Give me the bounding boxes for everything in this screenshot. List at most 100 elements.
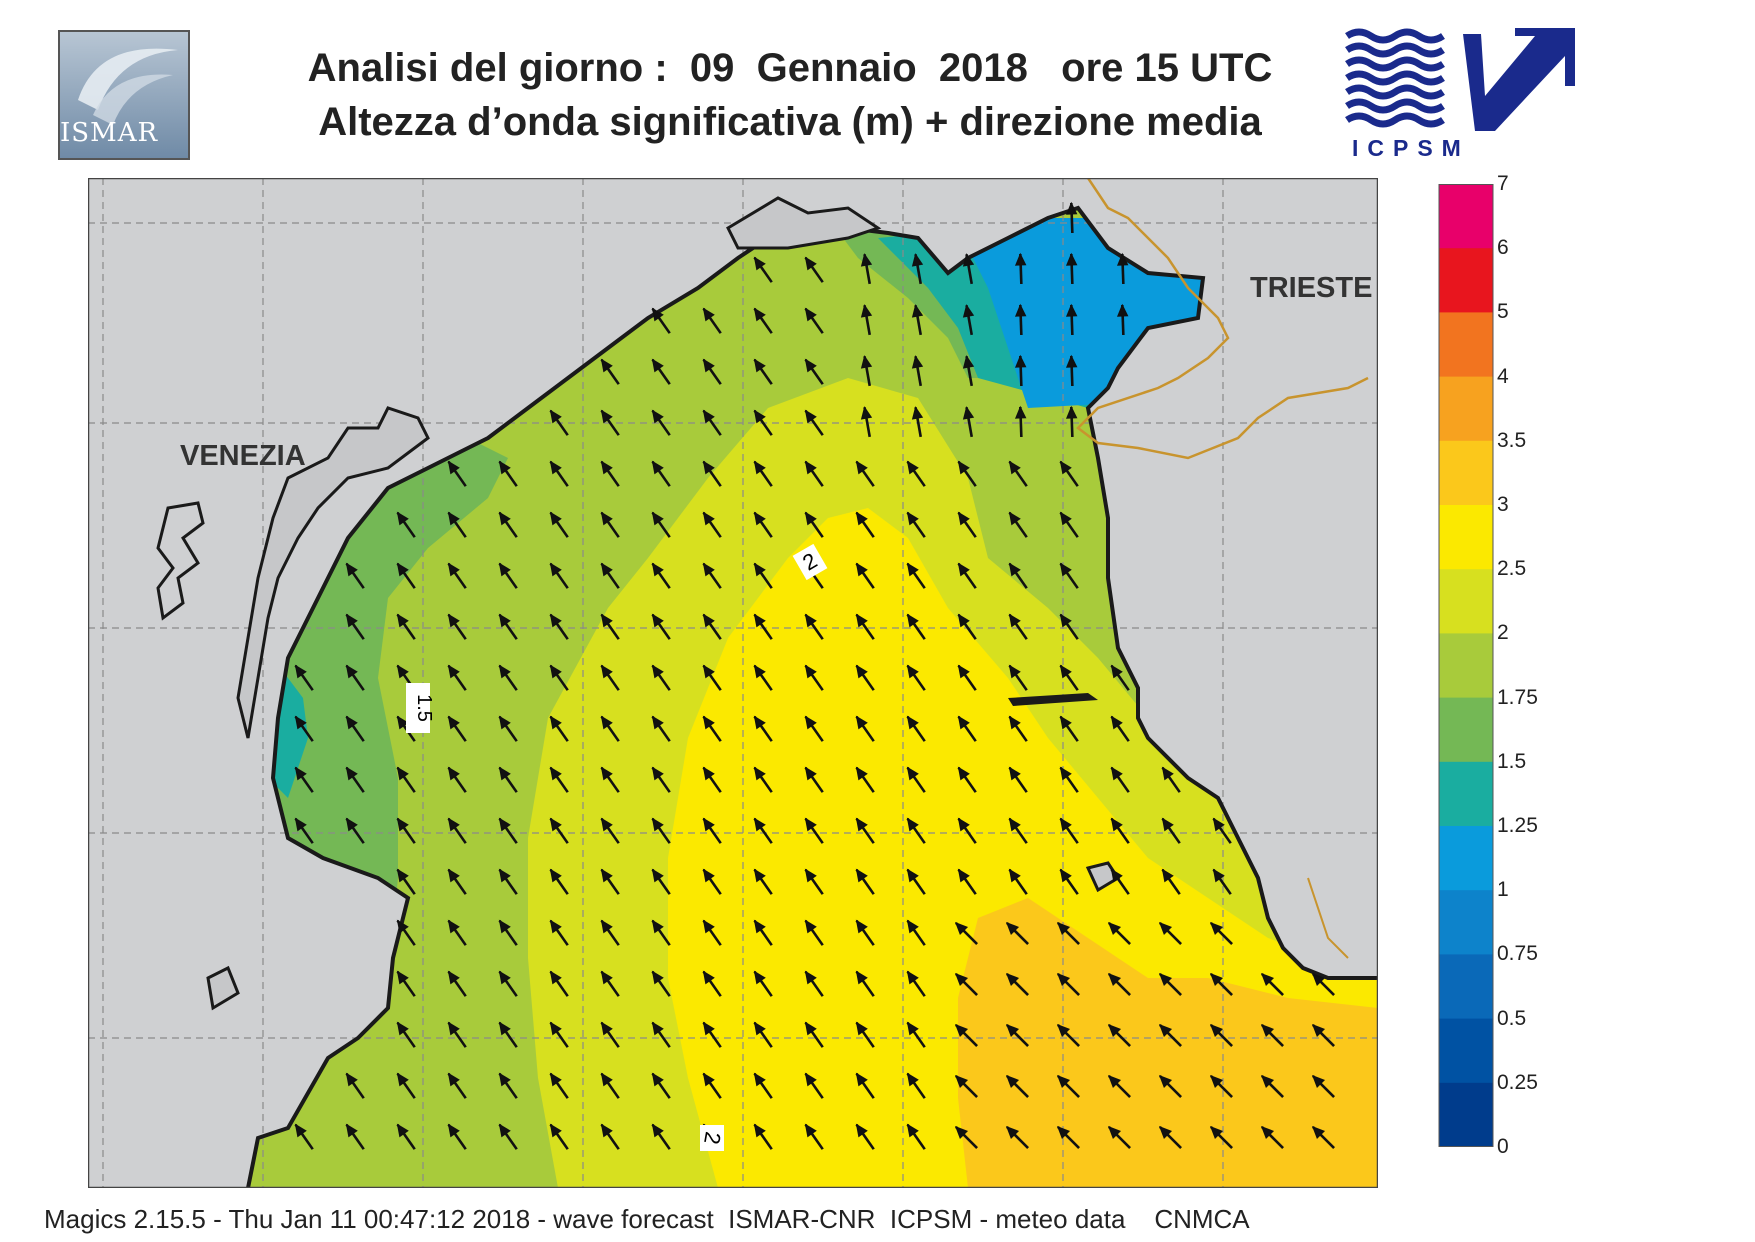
direction-arrow-head	[498, 868, 511, 883]
colorbar-swatch	[1439, 569, 1493, 634]
direction-arrow-head	[702, 409, 715, 424]
direction-arrow-head	[906, 766, 919, 781]
direction-arrow-head	[911, 304, 924, 318]
colorbar-swatch	[1439, 1082, 1493, 1147]
direction-arrow-head	[1059, 766, 1072, 781]
direction-arrow-head	[753, 1123, 766, 1138]
direction-arrow-head	[600, 715, 613, 730]
direction-arrow-head	[498, 715, 511, 730]
direction-arrow-head	[855, 511, 868, 526]
direction-arrow-head	[957, 460, 970, 475]
direction-arrow-head	[906, 970, 919, 985]
direction-arrow-head	[498, 613, 511, 628]
direction-arrow-head	[396, 868, 409, 883]
direction-arrow-head	[1059, 817, 1072, 832]
direction-arrow-head	[1008, 715, 1021, 730]
direction-arrow-head	[1107, 972, 1122, 987]
direction-arrow-head	[804, 511, 817, 526]
direction-arrow-head	[1056, 1023, 1071, 1038]
direction-arrow-head	[1059, 460, 1072, 475]
direction-arrow-head	[1209, 972, 1224, 987]
direction-arrow-head	[906, 1072, 919, 1087]
colorbar	[1438, 184, 1494, 1147]
direction-arrow-head	[600, 766, 613, 781]
direction-arrow-head	[549, 1123, 562, 1138]
direction-arrow-head	[651, 307, 664, 322]
direction-arrow-head	[1005, 972, 1020, 987]
direction-arrow-head	[1065, 303, 1078, 317]
direction-arrow-head	[1065, 405, 1078, 419]
colorbar-level-label: 2.5	[1497, 557, 1527, 581]
direction-arrow-head	[447, 1021, 460, 1036]
coastline	[246, 205, 1378, 1188]
colorbar-level-label: 3.5	[1497, 428, 1527, 452]
direction-arrow-head	[651, 970, 664, 985]
colorbar-level-label: 1	[1497, 878, 1509, 902]
direction-arrow-head	[1008, 664, 1021, 679]
direction-arrow-head	[1161, 766, 1174, 781]
direction-arrow-head	[753, 817, 766, 832]
direction-arrow-head	[753, 562, 766, 577]
direction-arrow-head	[702, 919, 715, 934]
colorbar-swatch	[1439, 761, 1493, 827]
colorbar-swatch	[1439, 633, 1493, 699]
direction-arrow-head	[549, 715, 562, 730]
colorbar-swatch	[1439, 440, 1493, 506]
direction-arrow-head	[294, 715, 307, 730]
direction-arrow-head	[600, 817, 613, 832]
direction-arrow-head	[498, 664, 511, 679]
direction-arrow-head	[906, 919, 919, 934]
icpsm-logo	[1345, 28, 1575, 131]
direction-arrow-head	[1212, 817, 1225, 832]
direction-arrow-head	[804, 358, 817, 373]
direction-arrow-head	[906, 664, 919, 679]
direction-arrow-head	[753, 970, 766, 985]
direction-arrow-head	[345, 664, 358, 679]
colorbar-level-label: 1.25	[1497, 814, 1538, 837]
direction-arrow-head	[549, 460, 562, 475]
ismar-logo-text: ISMAR	[60, 118, 159, 148]
direction-arrow-head	[702, 613, 715, 628]
direction-arrow-head	[549, 409, 562, 424]
direction-arrow-head	[957, 562, 970, 577]
direction-arrow-head	[1116, 303, 1129, 317]
direction-arrow-head	[753, 919, 766, 934]
direction-arrow-head	[1209, 1125, 1224, 1140]
direction-arrow-head	[1005, 1023, 1020, 1038]
colorbar-level-label: 0.75	[1497, 942, 1538, 966]
direction-arrow-head	[651, 919, 664, 934]
colorbar-swatch	[1439, 1018, 1493, 1084]
direction-arrow-head	[860, 406, 873, 420]
icpsm-logo-text: ICPSM	[1352, 135, 1470, 161]
direction-arrow-head	[855, 1021, 868, 1036]
direction-arrow-head	[600, 919, 613, 934]
direction-arrow-head	[396, 1072, 409, 1087]
colorbar-swatch	[1439, 184, 1493, 249]
direction-arrow-head	[1311, 1125, 1326, 1140]
direction-arrow-head	[954, 972, 969, 987]
direction-arrow-head	[860, 304, 873, 318]
direction-arrow-head	[1110, 715, 1123, 730]
direction-arrow-head	[702, 970, 715, 985]
direction-arrow-head	[855, 1123, 868, 1138]
direction-arrow-head	[600, 409, 613, 424]
direction-arrow-head	[549, 817, 562, 832]
direction-arrow-head	[651, 511, 664, 526]
direction-arrow-head	[345, 1123, 358, 1138]
direction-arrow-head	[1059, 664, 1072, 679]
direction-arrow-head	[855, 613, 868, 628]
colorbar-level-label: 6	[1497, 236, 1509, 260]
direction-arrow-head	[1110, 664, 1123, 679]
direction-arrow-head	[651, 766, 664, 781]
direction-arrow-head	[1008, 817, 1021, 832]
colorbar-level-label: 0.5	[1497, 1006, 1527, 1030]
direction-arrow-head	[1116, 252, 1129, 266]
direction-arrow-head	[498, 460, 511, 475]
direction-arrow-head	[396, 970, 409, 985]
direction-arrow-head	[855, 919, 868, 934]
direction-arrow-head	[651, 409, 664, 424]
direction-arrow-head	[651, 715, 664, 730]
direction-arrow-head	[498, 511, 511, 526]
direction-arrow-head	[396, 766, 409, 781]
wave-height-map: 1.5 2 2	[88, 178, 1378, 1188]
